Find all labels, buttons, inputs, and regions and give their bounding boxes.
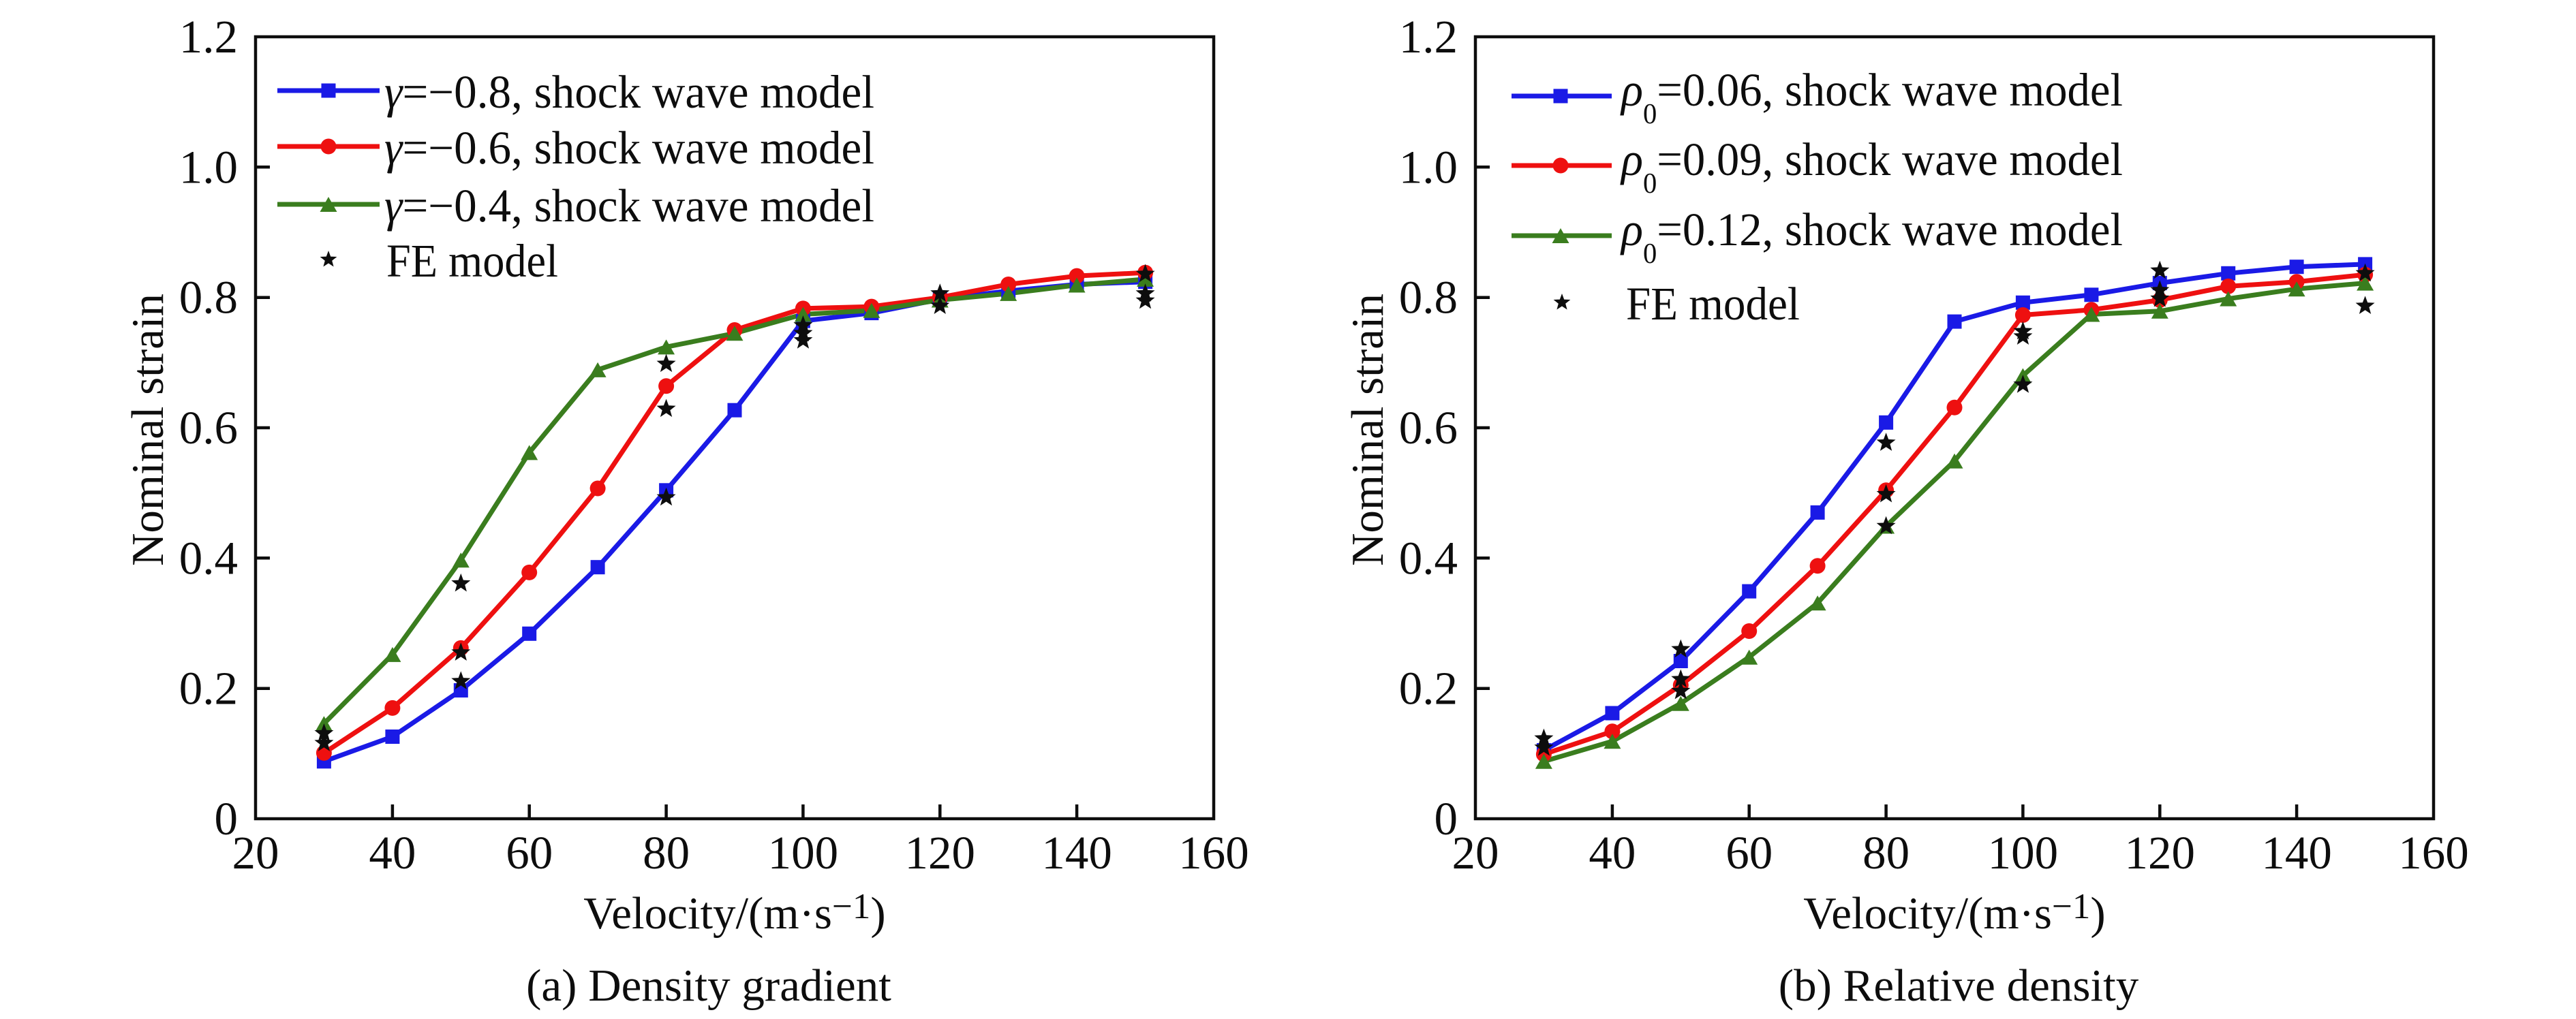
- svg-text:γ=−0.8, shock wave model: γ=−0.8, shock wave model: [384, 66, 874, 118]
- svg-text:FE model: FE model: [386, 235, 558, 287]
- svg-text:γ=−0.4, shock wave model: γ=−0.4, shock wave model: [384, 180, 874, 232]
- svg-text:0.2: 0.2: [1399, 663, 1458, 715]
- svg-text:0.8: 0.8: [1399, 272, 1458, 324]
- svg-text:60: 60: [506, 827, 553, 879]
- svg-text:0.8: 0.8: [179, 272, 238, 324]
- svg-text:100: 100: [1988, 827, 2059, 879]
- svg-text:120: 120: [2125, 827, 2196, 879]
- svg-text:160: 160: [1178, 827, 1249, 879]
- svg-text:Nominal strain: Nominal strain: [1343, 294, 1393, 566]
- svg-text:Nominal strain: Nominal strain: [123, 294, 173, 566]
- svg-text:0.6: 0.6: [179, 402, 238, 454]
- svg-text:120: 120: [905, 827, 976, 879]
- svg-text:0.4: 0.4: [179, 532, 238, 584]
- svg-text:Velocity/(m·s−1): Velocity/(m·s−1): [1803, 887, 2105, 939]
- svg-text:ρ0=0.06, shock wave model: ρ0=0.06, shock wave model: [1620, 64, 2123, 130]
- svg-text:ρ0=0.12, shock wave model: ρ0=0.12, shock wave model: [1620, 204, 2123, 270]
- svg-text:160: 160: [2398, 827, 2469, 879]
- svg-text:0: 0: [215, 793, 239, 845]
- svg-text:(a) Density gradient: (a) Density gradient: [526, 960, 891, 1011]
- svg-text:1.0: 1.0: [1399, 141, 1458, 193]
- svg-text:(b) Relative density: (b) Relative density: [1779, 960, 2139, 1011]
- svg-text:0.4: 0.4: [1399, 532, 1458, 584]
- svg-text:40: 40: [369, 827, 416, 879]
- svg-text:Velocity/(m·s−1): Velocity/(m·s−1): [583, 887, 885, 939]
- svg-text:1.2: 1.2: [179, 11, 238, 63]
- svg-text:80: 80: [1862, 827, 1910, 879]
- svg-text:80: 80: [643, 827, 690, 879]
- svg-text:140: 140: [1041, 827, 1112, 879]
- svg-text:140: 140: [2261, 827, 2332, 879]
- svg-text:100: 100: [768, 827, 839, 879]
- svg-text:γ=−0.6, shock wave model: γ=−0.6, shock wave model: [384, 122, 874, 174]
- svg-text:0.2: 0.2: [179, 663, 238, 715]
- svg-text:20: 20: [1452, 827, 1499, 879]
- svg-text:0: 0: [1435, 793, 1458, 845]
- svg-text:20: 20: [232, 827, 279, 879]
- svg-text:FE model: FE model: [1626, 278, 1800, 330]
- svg-text:0.6: 0.6: [1399, 402, 1458, 454]
- svg-text:40: 40: [1589, 827, 1636, 879]
- svg-text:ρ0=0.09, shock wave model: ρ0=0.09, shock wave model: [1620, 134, 2123, 200]
- svg-text:1.2: 1.2: [1399, 11, 1458, 63]
- svg-text:1.0: 1.0: [179, 141, 238, 193]
- svg-text:60: 60: [1726, 827, 1773, 879]
